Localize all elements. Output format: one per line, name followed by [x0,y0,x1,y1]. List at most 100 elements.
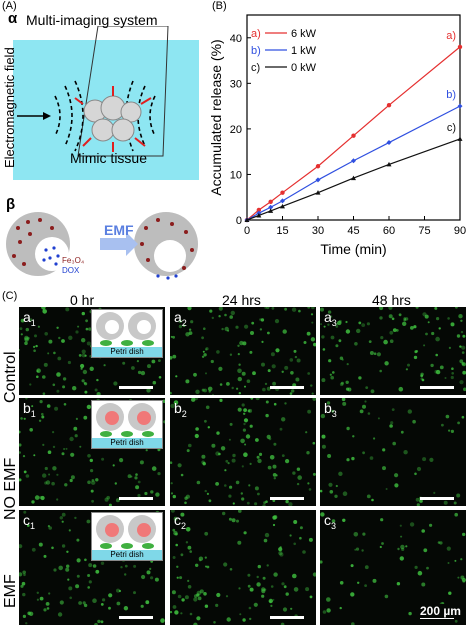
panel-label: c1 [23,512,36,531]
data-point [351,133,356,138]
x-tick-label: 45 [347,225,359,237]
scale-bar [119,616,153,619]
emf-label: EMF [104,222,134,238]
panel-label: b3 [324,400,337,419]
scale-bar [119,497,153,500]
panel-label: a3 [324,309,337,328]
panel-label: b1 [23,400,36,419]
schematic-inset: Petri dish [91,400,163,449]
scale-bar [420,386,454,389]
petri-dish-label: Petri dish [92,550,162,560]
field-label: Electromagnetic field [2,47,17,168]
data-point [268,199,273,204]
data-point [386,161,392,167]
y-tick-label: 40 [230,33,242,45]
col-label-1: 24 hrs [222,292,261,308]
data-point [268,204,274,210]
system-label: Multi-imaging system [26,12,158,28]
scale-label: 200 µm [418,604,463,618]
y-tick-label: 30 [230,78,242,90]
petri-dish-label: Petri dish [92,438,162,448]
panel-label: a2 [174,309,187,328]
data-point [457,103,463,109]
micrograph-b1: b1 Petri dish [19,398,165,506]
data-point [256,207,262,213]
release-chart: 0 15 30 45 60 75 90 0 10 20 30 40 Time (min) Accumula… [208,14,466,257]
micrograph-a2: a2 [170,307,316,395]
panel-label: b2 [174,400,187,419]
series-end-label: a) [446,30,456,42]
beta-label: β [6,196,16,213]
panel-a-tag: (A) [2,0,17,12]
col-label-2: 48 hrs [372,292,411,308]
petri-dish-label: Petri dish [92,347,162,357]
legend-marker: b) [251,45,261,57]
x-tick-label: 75 [418,225,430,237]
micrograph-c1: c1 Petri dish [19,510,165,625]
micrograph-a1: a1 Petri dish [19,307,165,395]
panel-label: c3 [324,512,337,531]
data-point [315,190,321,195]
x-tick-label: 0 [244,225,250,237]
panel-label: a1 [23,309,36,328]
data-point [457,44,463,50]
series-end-label: c) [447,122,456,134]
series-end-label: b) [446,89,456,101]
data-point [280,203,285,209]
alpha-label: α [8,10,18,27]
panel-c-tag: (C) [2,290,18,302]
y-axis-label: Accumulated release (%) [208,39,224,195]
data-point [280,190,285,195]
imaging-diagram [17,26,169,157]
scale-bar [420,497,454,500]
y-tick-label: 10 [230,169,242,181]
y-tick-label: 20 [230,124,242,136]
data-point [244,217,250,222]
series-line-0 [246,46,461,221]
data-point [315,164,321,169]
x-tick-label: 60 [383,225,395,237]
micrograph-b2: b2 [170,398,316,506]
scale-bar [270,497,304,500]
panel-b-tag: (B) [212,0,227,12]
data-point [256,212,262,218]
legend-label: 0 kW [291,62,317,74]
row-label-0: Control [2,351,19,403]
legend-marker: a) [251,28,261,40]
micrograph-b3: b3 [320,398,466,506]
data-point [315,177,321,183]
fe3o4-label: Fe₃O₄ [62,256,85,265]
x-axis-label: Time (min) [320,241,386,257]
scale-bar [270,386,304,389]
series-line-2 [246,138,461,221]
x-tick-label: 90 [454,225,466,237]
schematic-inset: Petri dish [91,512,163,561]
series-line-1 [246,105,461,221]
data-point [351,158,356,164]
legend-label: 6 kW [291,28,317,40]
data-point [268,208,274,213]
scale-bar [119,386,153,389]
x-tick-label: 15 [276,225,288,237]
row-label-1: NO EMF [2,457,19,520]
panel-label: c2 [174,512,187,531]
dox-label: DOX [62,266,80,275]
data-point [386,140,392,146]
micrograph-c2: c2 [170,510,316,625]
data-point [280,198,285,204]
plot-frame [246,14,461,221]
data-point [351,175,356,181]
y-tick-label: 0 [236,215,242,227]
tissue-label: Mimic tissue [70,150,148,166]
data-point [386,103,392,108]
micrograph-a3: a3 [320,307,466,395]
x-tick-label: 30 [312,225,324,237]
col-label-0: 0 hr [70,292,95,308]
schematic-inset: Petri dish [91,309,163,358]
scale-bar [270,616,304,619]
release-diagram [6,212,198,280]
legend-label: 1 kW [291,45,317,57]
legend-marker: c) [251,62,260,74]
row-label-2: EMF [2,574,19,608]
data-point [457,136,463,141]
